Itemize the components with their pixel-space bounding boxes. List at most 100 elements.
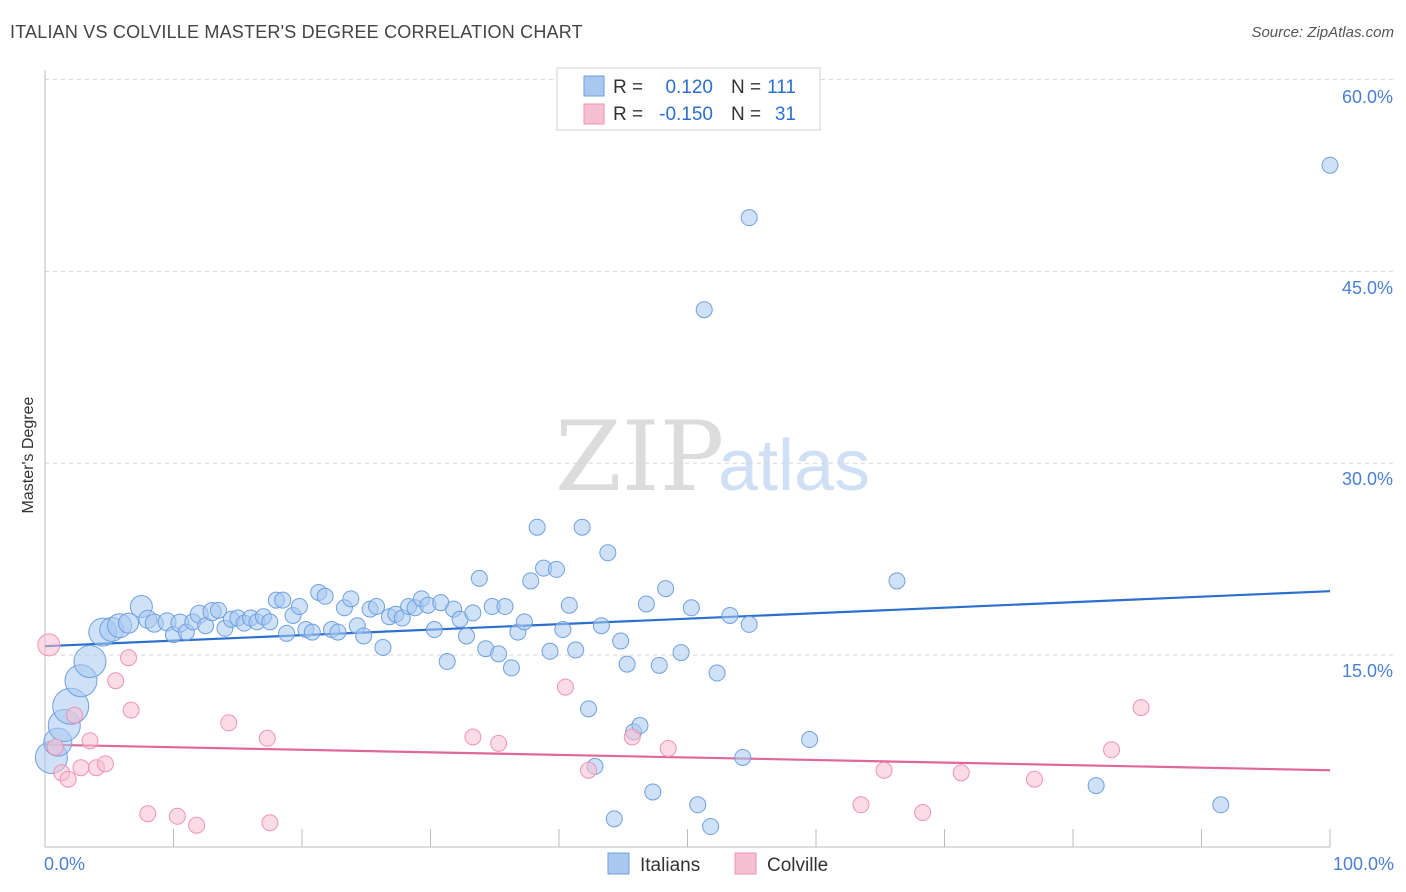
point-italians [1321, 156, 1339, 174]
point-italians [1212, 796, 1230, 814]
point-colville [659, 740, 677, 758]
point-colville [258, 729, 276, 747]
point-colville [120, 649, 138, 667]
point-italians [708, 664, 726, 682]
point-italians [682, 599, 700, 617]
point-italians [541, 642, 559, 660]
point-colville [875, 761, 893, 779]
point-italians [490, 645, 508, 663]
legend-swatch-colville [583, 103, 605, 125]
trend-line-italians [44, 590, 1331, 648]
legend-r-value-italians: 0.120 [665, 77, 713, 98]
point-italians [470, 569, 488, 587]
point-colville [66, 706, 84, 724]
point-colville [96, 755, 114, 773]
point-italians [274, 591, 292, 609]
point-italians [888, 572, 906, 590]
chart-title: ITALIAN VS COLVILLE MASTER'S DEGREE CORR… [10, 22, 583, 42]
point-italians [355, 627, 373, 645]
point-italians [672, 644, 690, 662]
watermark-zip: ZIP [555, 401, 724, 513]
point-italians [618, 655, 636, 673]
point-italians [547, 560, 565, 578]
point-italians [573, 518, 591, 536]
point-italians [457, 627, 475, 645]
point-colville [623, 728, 641, 746]
point-colville [220, 714, 238, 732]
point-colville [168, 807, 186, 825]
point-colville [81, 732, 99, 750]
point-italians [801, 731, 819, 749]
bottom-legend-swatch-italians [607, 852, 630, 875]
point-italians [567, 641, 585, 659]
point-italians [689, 796, 707, 814]
point-italians [303, 623, 321, 641]
legend-n-label-italians: N = [731, 77, 761, 98]
point-colville [1025, 770, 1043, 788]
point-italians [560, 596, 578, 614]
point-colville [139, 805, 157, 823]
point-italians [554, 621, 572, 639]
point-italians [650, 656, 668, 674]
point-colville [46, 738, 64, 756]
correlation-legend: R = 0.120 N = 111 R = -0.150 N = 31 [556, 67, 821, 131]
legend-n-value-italians: 111 [767, 77, 796, 98]
point-italians [1087, 777, 1105, 795]
point-italians [580, 700, 598, 718]
point-colville [556, 678, 574, 696]
point-italians [702, 818, 720, 836]
point-colville [261, 814, 279, 832]
point-italians [438, 653, 456, 671]
point-colville [188, 816, 206, 834]
point-colville [59, 770, 77, 788]
legend-n-label-colville: N = [731, 104, 761, 125]
point-colville [1132, 699, 1150, 717]
trend-line-colville [44, 743, 1331, 772]
legend-r-label-italians: R = [613, 77, 643, 98]
legend-swatch-italians [583, 75, 605, 97]
point-colville [580, 761, 598, 779]
point-italians [425, 621, 443, 639]
point-colville [37, 633, 61, 657]
point-italians [740, 209, 758, 227]
point-italians [342, 590, 360, 608]
x-tick-label-max: 100.0% [1333, 854, 1394, 874]
point-colville [1103, 741, 1121, 759]
point-italians [734, 748, 752, 766]
point-italians [118, 612, 140, 634]
point-italians [695, 301, 713, 319]
y-tick-label-60: 60.0% [1342, 87, 1393, 107]
point-italians [73, 645, 107, 679]
point-italians [612, 632, 630, 650]
y-axis-label: Master's Degree [20, 396, 37, 513]
point-italians [528, 518, 546, 536]
point-colville [464, 728, 482, 746]
point-italians [368, 598, 386, 616]
point-colville [107, 672, 125, 690]
source-credit: Source: ZipAtlas.com [1251, 24, 1394, 41]
bottom-legend-label-colville: Colville [767, 855, 828, 876]
point-italians [261, 613, 279, 631]
point-italians [290, 598, 308, 616]
point-italians [522, 572, 540, 590]
bottom-legend-label-italians: Italians [640, 855, 700, 876]
watermark-atlas: atlas [718, 426, 870, 506]
legend-n-value-colville: 31 [775, 104, 796, 125]
y-tick-label-30: 30.0% [1342, 469, 1393, 489]
point-colville [852, 796, 870, 814]
point-italians [644, 783, 662, 801]
point-italians [592, 617, 610, 635]
point-italians [316, 587, 334, 605]
point-italians [637, 595, 655, 613]
legend-r-value-colville: -0.150 [659, 104, 713, 125]
point-colville [72, 759, 90, 777]
point-italians [278, 624, 296, 642]
point-italians [329, 623, 347, 641]
point-italians [502, 659, 520, 677]
point-italians [657, 580, 675, 598]
point-italians [605, 810, 623, 828]
legend-r-label-colville: R = [613, 104, 643, 125]
point-italians [599, 544, 617, 562]
point-italians [740, 615, 758, 633]
